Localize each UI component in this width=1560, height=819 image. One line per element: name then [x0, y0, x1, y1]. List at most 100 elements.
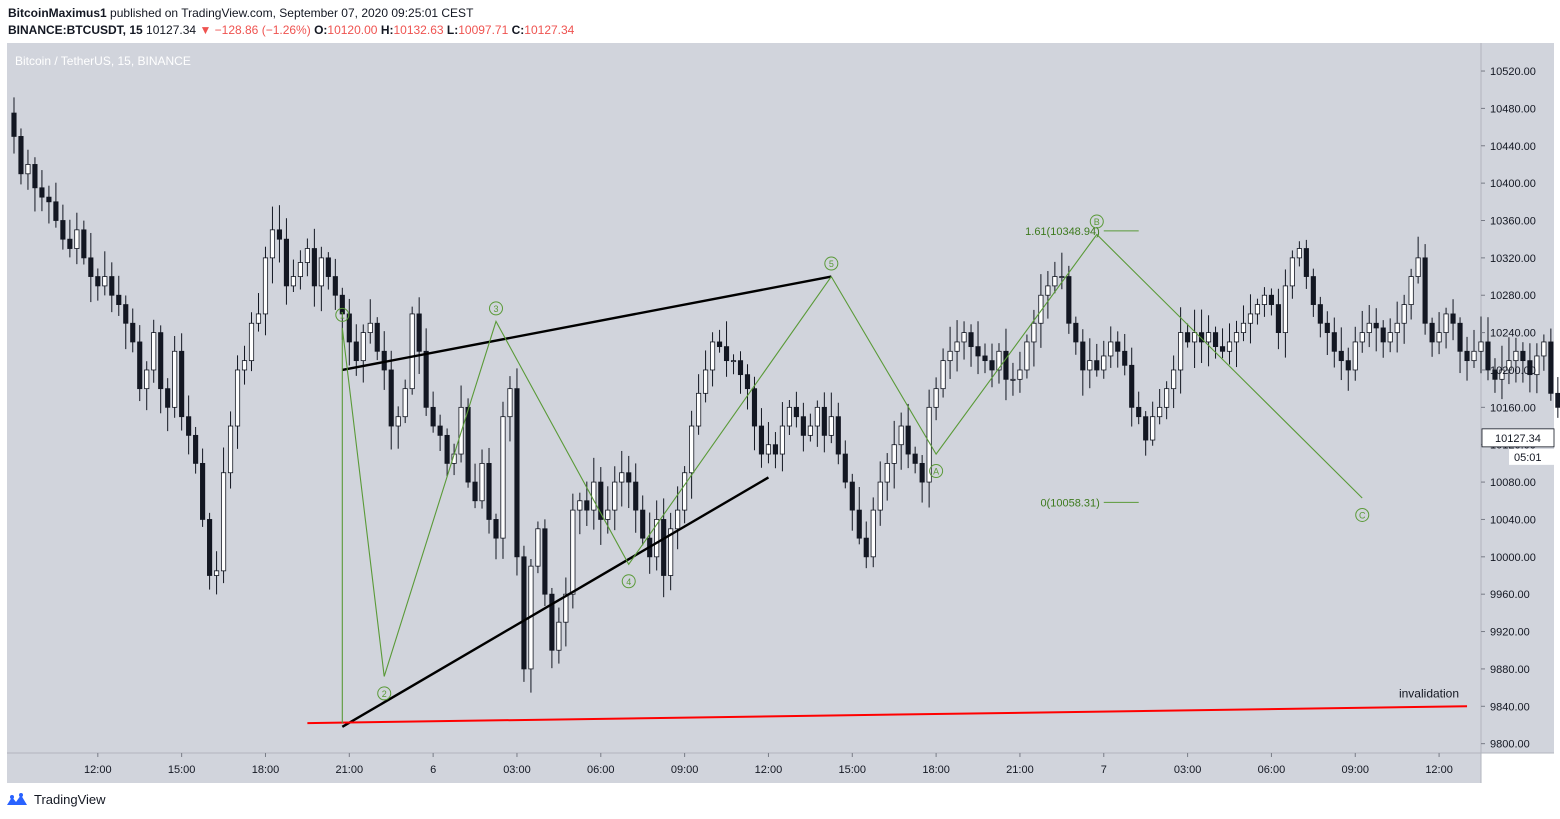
impulse-wave-path [341, 276, 832, 724]
candle [430, 391, 436, 433]
bear-candle-body [1317, 304, 1323, 324]
tradingview-footer[interactable]: TradingView [6, 792, 106, 807]
bull-candle-body [1387, 332, 1393, 343]
publish-info: published on TradingView.com, September … [110, 6, 474, 20]
bull-candle-body [507, 388, 513, 418]
candle [507, 376, 513, 442]
candle [332, 258, 338, 310]
bear-candle-body [1520, 350, 1526, 362]
candle [1073, 316, 1079, 355]
bear-candle-body [158, 332, 164, 390]
candle [1352, 326, 1358, 381]
bear-candle-body [989, 360, 995, 371]
candle [500, 401, 506, 559]
candle [486, 447, 492, 534]
candle [1415, 236, 1421, 284]
candle [723, 321, 730, 377]
candle [968, 324, 974, 367]
bull-candle-body [1366, 322, 1372, 334]
last-price: 10127.34 [146, 23, 197, 37]
wave-label-B: B [1089, 214, 1104, 229]
bear-candle-body [849, 481, 855, 511]
candle [1492, 358, 1498, 393]
bull-candle-body [779, 425, 785, 455]
bear-candle-body [598, 481, 604, 520]
bull-candle-body [933, 388, 939, 408]
wave-label-2: 2 [377, 686, 392, 701]
bull-candle-body [814, 406, 820, 427]
high-label: H: [380, 23, 394, 37]
candle [241, 345, 248, 385]
bull-candle-body [395, 416, 401, 427]
candle [1485, 317, 1491, 381]
bull-candle-body [1108, 341, 1114, 357]
ohlc-line: BINANCE:BTCUSDT, 15 10127.34 ▼ −128.86 (… [8, 22, 574, 39]
bull-candle-body [786, 406, 792, 427]
x-tick-label: 15:00 [168, 764, 196, 776]
candle [1387, 318, 1393, 353]
x-tick-label: 7 [1101, 764, 1107, 776]
candle [234, 355, 241, 449]
y-tick-label: 9800.00 [1490, 739, 1530, 751]
candle [193, 426, 199, 474]
bull-candle-body [1045, 285, 1051, 296]
bull-candle-body [1101, 355, 1107, 371]
candle [325, 252, 331, 290]
price-chart[interactable]: Bitcoin / TetherUS, 15, BINANCE invalida… [0, 0, 1560, 790]
bull-candle-body [262, 257, 269, 315]
bull-candle-body [1150, 416, 1156, 441]
price-axis[interactable] [1481, 43, 1554, 753]
candle [926, 389, 932, 508]
candle [1024, 334, 1030, 379]
candle [703, 350, 709, 403]
bull-candle-body [144, 369, 150, 390]
wave-label-text: B [1094, 217, 1100, 227]
candle [570, 493, 576, 609]
candle [898, 412, 904, 470]
candle [1282, 269, 1288, 358]
low-label: L: [446, 23, 459, 37]
chart-header: BitcoinMaximus1 published on TradingView… [8, 5, 574, 39]
candle [1345, 347, 1351, 391]
bull-candle-body [1296, 248, 1302, 259]
bear-candle-body [856, 509, 862, 539]
wave-label-circle [1089, 214, 1104, 229]
bull-candle-body [1240, 322, 1247, 334]
plot-area[interactable] [7, 43, 1481, 753]
y-tick-label: 9880.00 [1490, 664, 1530, 676]
candle [172, 336, 178, 418]
author-name[interactable]: BitcoinMaximus1 [8, 6, 107, 20]
bear-candle-body [549, 593, 555, 651]
candle [1143, 411, 1149, 456]
candle [220, 447, 227, 584]
candle [297, 250, 303, 290]
bull-candle-body [675, 509, 681, 530]
candle [1541, 334, 1547, 371]
bull-candle-body [1359, 332, 1365, 343]
candle [1268, 288, 1274, 316]
y-tick-label: 10200.00 [1490, 365, 1536, 377]
candle [53, 182, 59, 228]
bull-candle-body [1282, 285, 1288, 334]
candle [74, 212, 80, 265]
bear-candle-body [1129, 364, 1135, 408]
bear-candle-body [1219, 346, 1226, 352]
fib-level-label: 1.61(10348.94) [1025, 226, 1100, 238]
bear-candle-body [311, 248, 317, 287]
bull-candle-body [577, 500, 583, 511]
bull-candle-body [1443, 313, 1449, 334]
candle [814, 400, 820, 447]
candle [807, 413, 813, 442]
candle [884, 453, 890, 501]
candle [891, 420, 897, 489]
bull-candle-body [961, 332, 967, 343]
candle [1101, 340, 1107, 379]
candle [947, 326, 953, 379]
candle [954, 320, 960, 372]
candle [1310, 268, 1316, 317]
candle [640, 495, 646, 546]
bull-candle-body [1010, 378, 1016, 381]
candle [1164, 381, 1170, 420]
wave-label-text: 2 [382, 689, 387, 699]
time-axis[interactable] [7, 753, 1481, 783]
